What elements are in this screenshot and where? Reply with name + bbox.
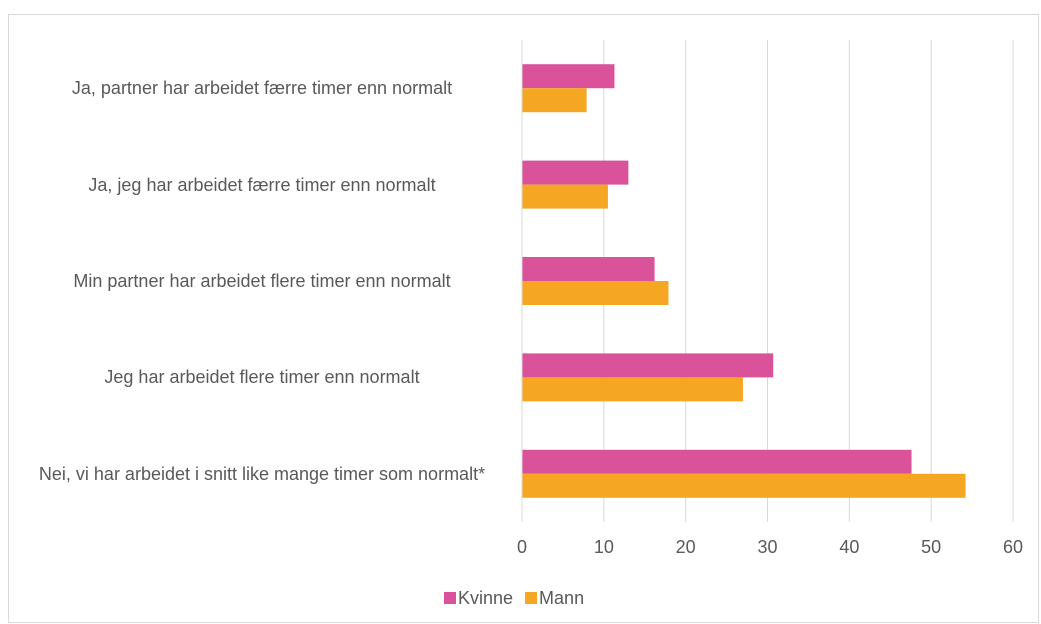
- legend-label: Kvinne: [458, 588, 513, 608]
- bar: [522, 353, 774, 378]
- bar: [522, 377, 743, 402]
- x-tick-label: 30: [757, 537, 777, 557]
- category-label: Min partner har arbeidet flere timer enn…: [73, 271, 451, 291]
- bar: [522, 160, 629, 185]
- bar: [522, 88, 587, 113]
- category-label: Nei, vi har arbeidet i snitt like mange …: [38, 463, 486, 484]
- x-tick-label: 20: [676, 537, 696, 557]
- chart-border: [8, 14, 1039, 623]
- category-label: Jeg har arbeidet flere timer enn normalt: [104, 367, 420, 388]
- category-label: Ja, jeg har arbeidet færre timer enn nor…: [88, 174, 436, 195]
- x-tick-label: 50: [921, 537, 941, 557]
- bar: [522, 64, 615, 89]
- x-tick-label: 0: [517, 537, 527, 557]
- legend-swatch: [444, 592, 456, 604]
- bar: [522, 473, 966, 498]
- legend-label: Mann: [539, 588, 584, 608]
- x-tick-label: 40: [839, 537, 859, 557]
- bar: [522, 281, 669, 305]
- legend-swatch: [525, 592, 538, 604]
- bar: [522, 257, 655, 281]
- x-tick-label: 60: [1003, 537, 1023, 557]
- bar: [522, 184, 608, 209]
- bar: [522, 449, 912, 474]
- x-tick-label: 10: [594, 537, 614, 557]
- category-label: Ja, partner har arbeidet færre timer enn…: [71, 78, 453, 99]
